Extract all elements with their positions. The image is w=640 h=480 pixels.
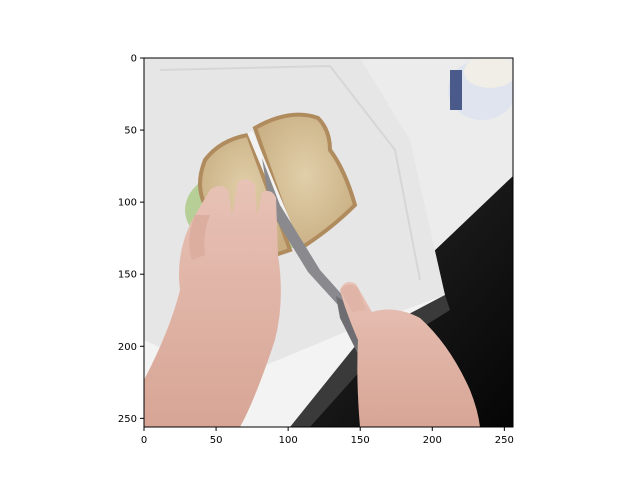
left-thumb — [189, 215, 210, 260]
x-tick-label: 100 — [279, 435, 298, 446]
knife-blade — [262, 158, 345, 305]
y-tick-label: 50 — [124, 126, 137, 137]
paper-towel-fold — [159, 64, 421, 281]
y-tick-label: 100 — [118, 198, 137, 209]
photo — [144, 58, 513, 427]
x-tick-label: 250 — [495, 435, 514, 446]
y-tick-label: 0 — [131, 54, 137, 65]
x-tick-label: 0 — [141, 435, 147, 446]
left-hand — [144, 179, 281, 427]
x-tick-label: 200 — [423, 435, 442, 446]
x-axis: 0 50 100 150 200 250 — [141, 427, 514, 446]
x-tick-label: 150 — [351, 435, 370, 446]
y-tick-label: 200 — [118, 342, 137, 353]
axes-frame — [143, 57, 514, 428]
y-tick-label: 150 — [118, 270, 137, 281]
y-axis: 0 50 100 150 200 250 — [118, 54, 144, 425]
x-tick-label: 50 — [210, 435, 223, 446]
right-hand — [340, 282, 480, 427]
bread-right-half — [252, 112, 358, 254]
container-icon — [448, 58, 513, 120]
y-tick-label: 250 — [118, 414, 137, 425]
right-finger — [340, 284, 366, 312]
